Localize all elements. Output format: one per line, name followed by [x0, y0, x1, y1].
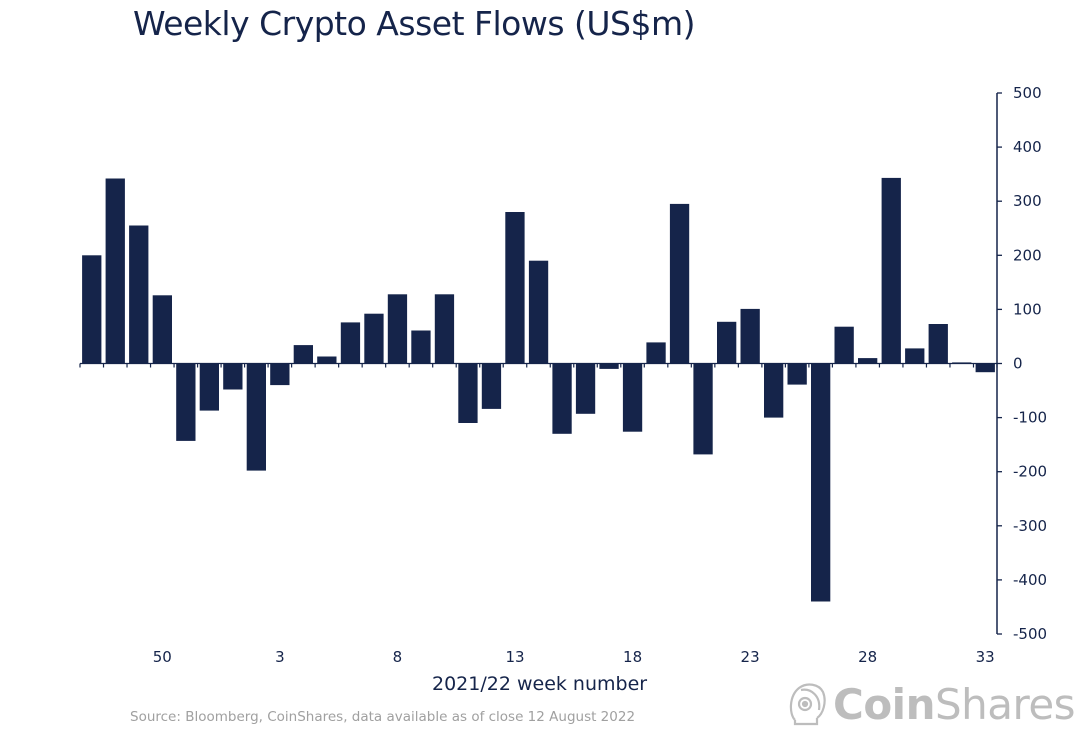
x-tick-label: 28 — [858, 648, 877, 666]
bar-week-6 — [340, 322, 361, 364]
y-tick-label: 100 — [1013, 300, 1042, 318]
logo-text-coin: Coin — [833, 679, 935, 729]
bar-week-15 — [552, 363, 572, 434]
x-tick-label: 23 — [741, 648, 760, 666]
y-tick-label: -400 — [1013, 571, 1047, 589]
y-tick-label: 500 — [1013, 84, 1042, 102]
y-tick-label: -300 — [1013, 517, 1047, 535]
bar-week-27 — [834, 326, 854, 364]
bar-week-14 — [528, 260, 549, 364]
x-tick-label: 33 — [976, 648, 995, 666]
x-tick-label: 13 — [505, 648, 524, 666]
y-tick-label: 200 — [1013, 246, 1042, 264]
y-tick-label: -200 — [1013, 463, 1047, 481]
bar-week-21 — [693, 363, 713, 455]
bar-week-26 — [811, 363, 831, 602]
bar-week-29 — [881, 177, 901, 364]
bar-week-1 — [223, 363, 243, 390]
bar-week-7 — [364, 313, 384, 364]
bar-week-11 — [458, 363, 478, 423]
bar-week-12 — [481, 363, 502, 409]
x-axis: 50 3 8 13 18 23 28 33 — [79, 362, 998, 666]
y-tick-label: -100 — [1013, 409, 1047, 427]
source-note: Source: Bloomberg, CoinShares, data avai… — [130, 709, 636, 725]
x-tick-label: 3 — [275, 648, 285, 666]
bar-week-52 — [199, 363, 219, 411]
bar-week-48 — [105, 178, 125, 364]
bar-week-9 — [411, 330, 431, 364]
y-tick-label: -500 — [1013, 625, 1047, 643]
y-axis: 500 400 300 200 100 0 -100 -200 -300 -400 -500 — [996, 84, 1047, 643]
bar-week-20 — [669, 203, 690, 364]
bar-week-4 — [293, 345, 313, 364]
bar-week-16 — [575, 363, 596, 414]
bar-week-13 — [505, 212, 525, 364]
bar-week-23 — [740, 308, 760, 364]
bar-week-2 — [246, 363, 266, 471]
bar-week-19 — [646, 342, 666, 364]
bar-week-33 — [975, 363, 995, 373]
bar-week-30 — [905, 348, 925, 364]
x-tick-label: 50 — [153, 648, 172, 666]
y-tick-label: 0 — [1013, 355, 1023, 373]
bar-week-25 — [787, 363, 807, 385]
astronaut-helmet-icon — [789, 683, 826, 726]
bar-week-10 — [434, 294, 455, 364]
bar-week-49 — [129, 225, 149, 364]
y-tick-label: 400 — [1013, 138, 1042, 156]
bar-week-8 — [387, 294, 408, 364]
x-tick-label: 8 — [393, 648, 403, 666]
bar-week-17 — [599, 363, 619, 369]
chart-title: Weekly Crypto Asset Flows (US$m) — [133, 4, 696, 43]
bar-week-22 — [717, 321, 737, 364]
bar-week-5 — [317, 356, 337, 364]
bar-week-3 — [270, 363, 290, 386]
x-axis-label: 2021/22 week number — [432, 673, 648, 695]
bar-week-18 — [622, 363, 643, 432]
bar-week-28 — [858, 358, 878, 364]
bar-week-24 — [764, 363, 784, 418]
coinshares-logo: CoinShares — [787, 678, 1076, 730]
bar-week-50 — [152, 295, 172, 364]
bars-group — [82, 177, 995, 602]
bar-week-31 — [928, 324, 948, 364]
x-tick-label: 18 — [623, 648, 642, 666]
y-tick-label: 300 — [1013, 192, 1042, 210]
bar-week-47 — [82, 255, 102, 364]
bar-week-51 — [176, 363, 196, 441]
logo-text-shares: Shares — [934, 679, 1076, 729]
